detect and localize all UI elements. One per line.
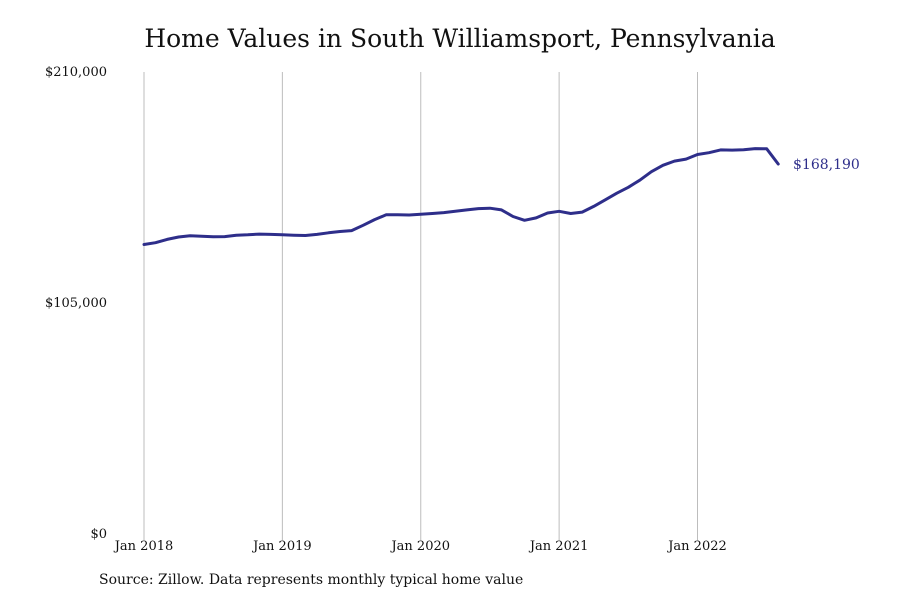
- x-tick-label: Jan 2018: [113, 539, 174, 554]
- x-tick-label: Jan 2022: [666, 539, 727, 554]
- source-note: Source: Zillow. Data represents monthly …: [99, 572, 524, 588]
- end-value-label: $168,190: [793, 157, 860, 173]
- chart-title: Home Values in South Williamsport, Penns…: [144, 24, 776, 53]
- x-tick-label: Jan 2019: [251, 539, 312, 554]
- y-tick-label: $0: [90, 527, 107, 542]
- x-tick-label: Jan 2020: [389, 539, 450, 554]
- x-tick-label: Jan 2021: [528, 539, 589, 554]
- y-tick-label: $105,000: [45, 296, 107, 311]
- series-line: [142, 147, 780, 246]
- y-tick-label: $210,000: [45, 65, 107, 80]
